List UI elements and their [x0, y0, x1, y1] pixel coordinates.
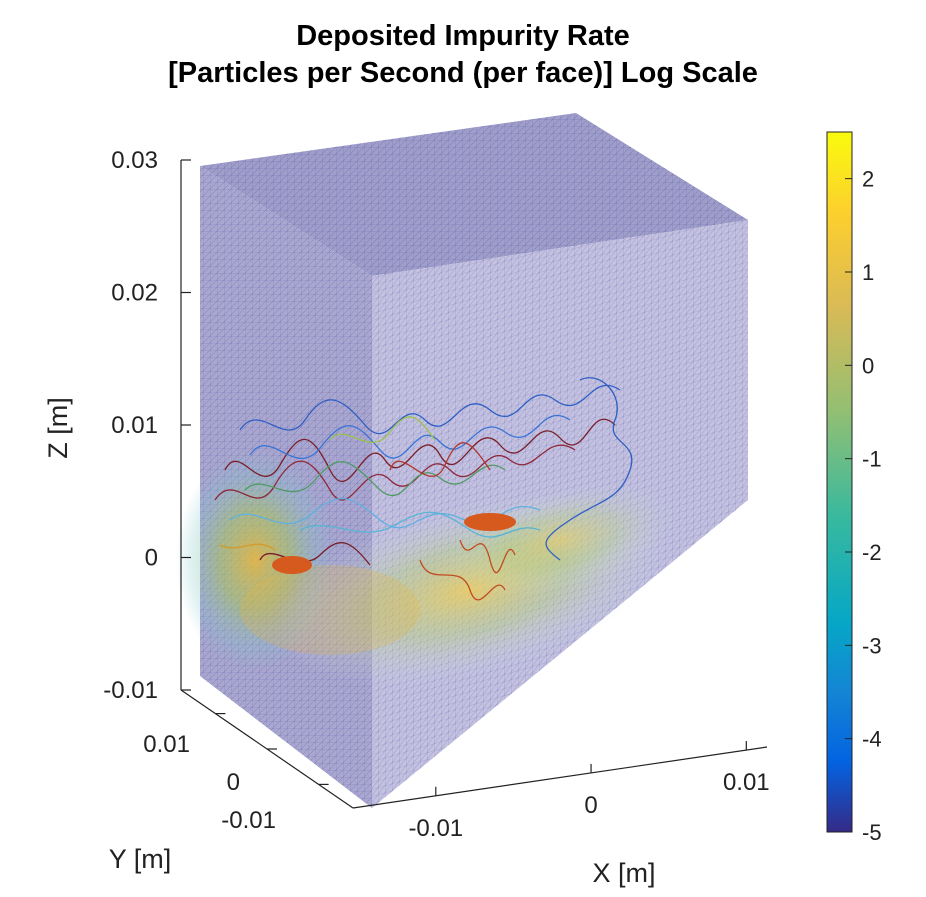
colorbar-tick-label: -2 — [862, 540, 882, 565]
colorbar-tick-label: -1 — [862, 447, 882, 472]
y-tick-label: 0 — [227, 769, 240, 796]
z-tick-label: -0.01 — [103, 677, 158, 704]
x-tick-label: 0 — [584, 792, 597, 819]
y-tick-label: -0.01 — [221, 807, 276, 834]
z-tick-label: 0.01 — [111, 412, 158, 439]
x-tick-label: -0.01 — [408, 815, 463, 842]
trajectories — [214, 377, 633, 601]
z-axis-label: Z [m] — [43, 397, 73, 459]
x-axis: -0.01 0 0.01 X [m] — [352, 741, 770, 888]
colorbar-gradient — [826, 131, 853, 833]
hot-deposits — [272, 513, 516, 574]
colorbar-tick-label: -5 — [862, 820, 882, 845]
colorbar-tick-label: 0 — [862, 353, 874, 378]
colorbar-tick-label: -3 — [862, 633, 882, 658]
z-tick-label: 0.02 — [111, 280, 158, 307]
chart-title-line-1: Deposited Impurity Rate — [296, 20, 630, 52]
hot-deposit-center — [464, 513, 516, 531]
chart-title: Deposited Impurity Rate [Particles per S… — [0, 18, 926, 92]
z-tick-label: 0.03 — [111, 147, 158, 174]
colorbar: 2 1 0 -1 -2 -3 -4 -5 — [826, 131, 882, 845]
x-tick-label: 0.01 — [723, 769, 770, 796]
y-axis-label: Y [m] — [109, 844, 172, 874]
colorbar-tick-label: -4 — [862, 727, 882, 752]
colorbar-tick-label: 1 — [862, 260, 874, 285]
y-tick-label: 0.01 — [143, 731, 190, 758]
z-tick-label: 0 — [145, 545, 158, 572]
z-axis: 0.03 0.02 0.01 0 -0.01 Z [m] — [43, 147, 191, 704]
x-axis-label: X [m] — [592, 858, 655, 888]
hot-deposit-left — [272, 556, 312, 574]
colorbar-tick-label: 2 — [862, 167, 874, 192]
chart-title-line-2: [Particles per Second (per face)] Log Sc… — [168, 57, 758, 89]
mesh-volume — [175, 113, 748, 808]
y-axis: 0.01 0 -0.01 Y [m] — [109, 689, 354, 874]
